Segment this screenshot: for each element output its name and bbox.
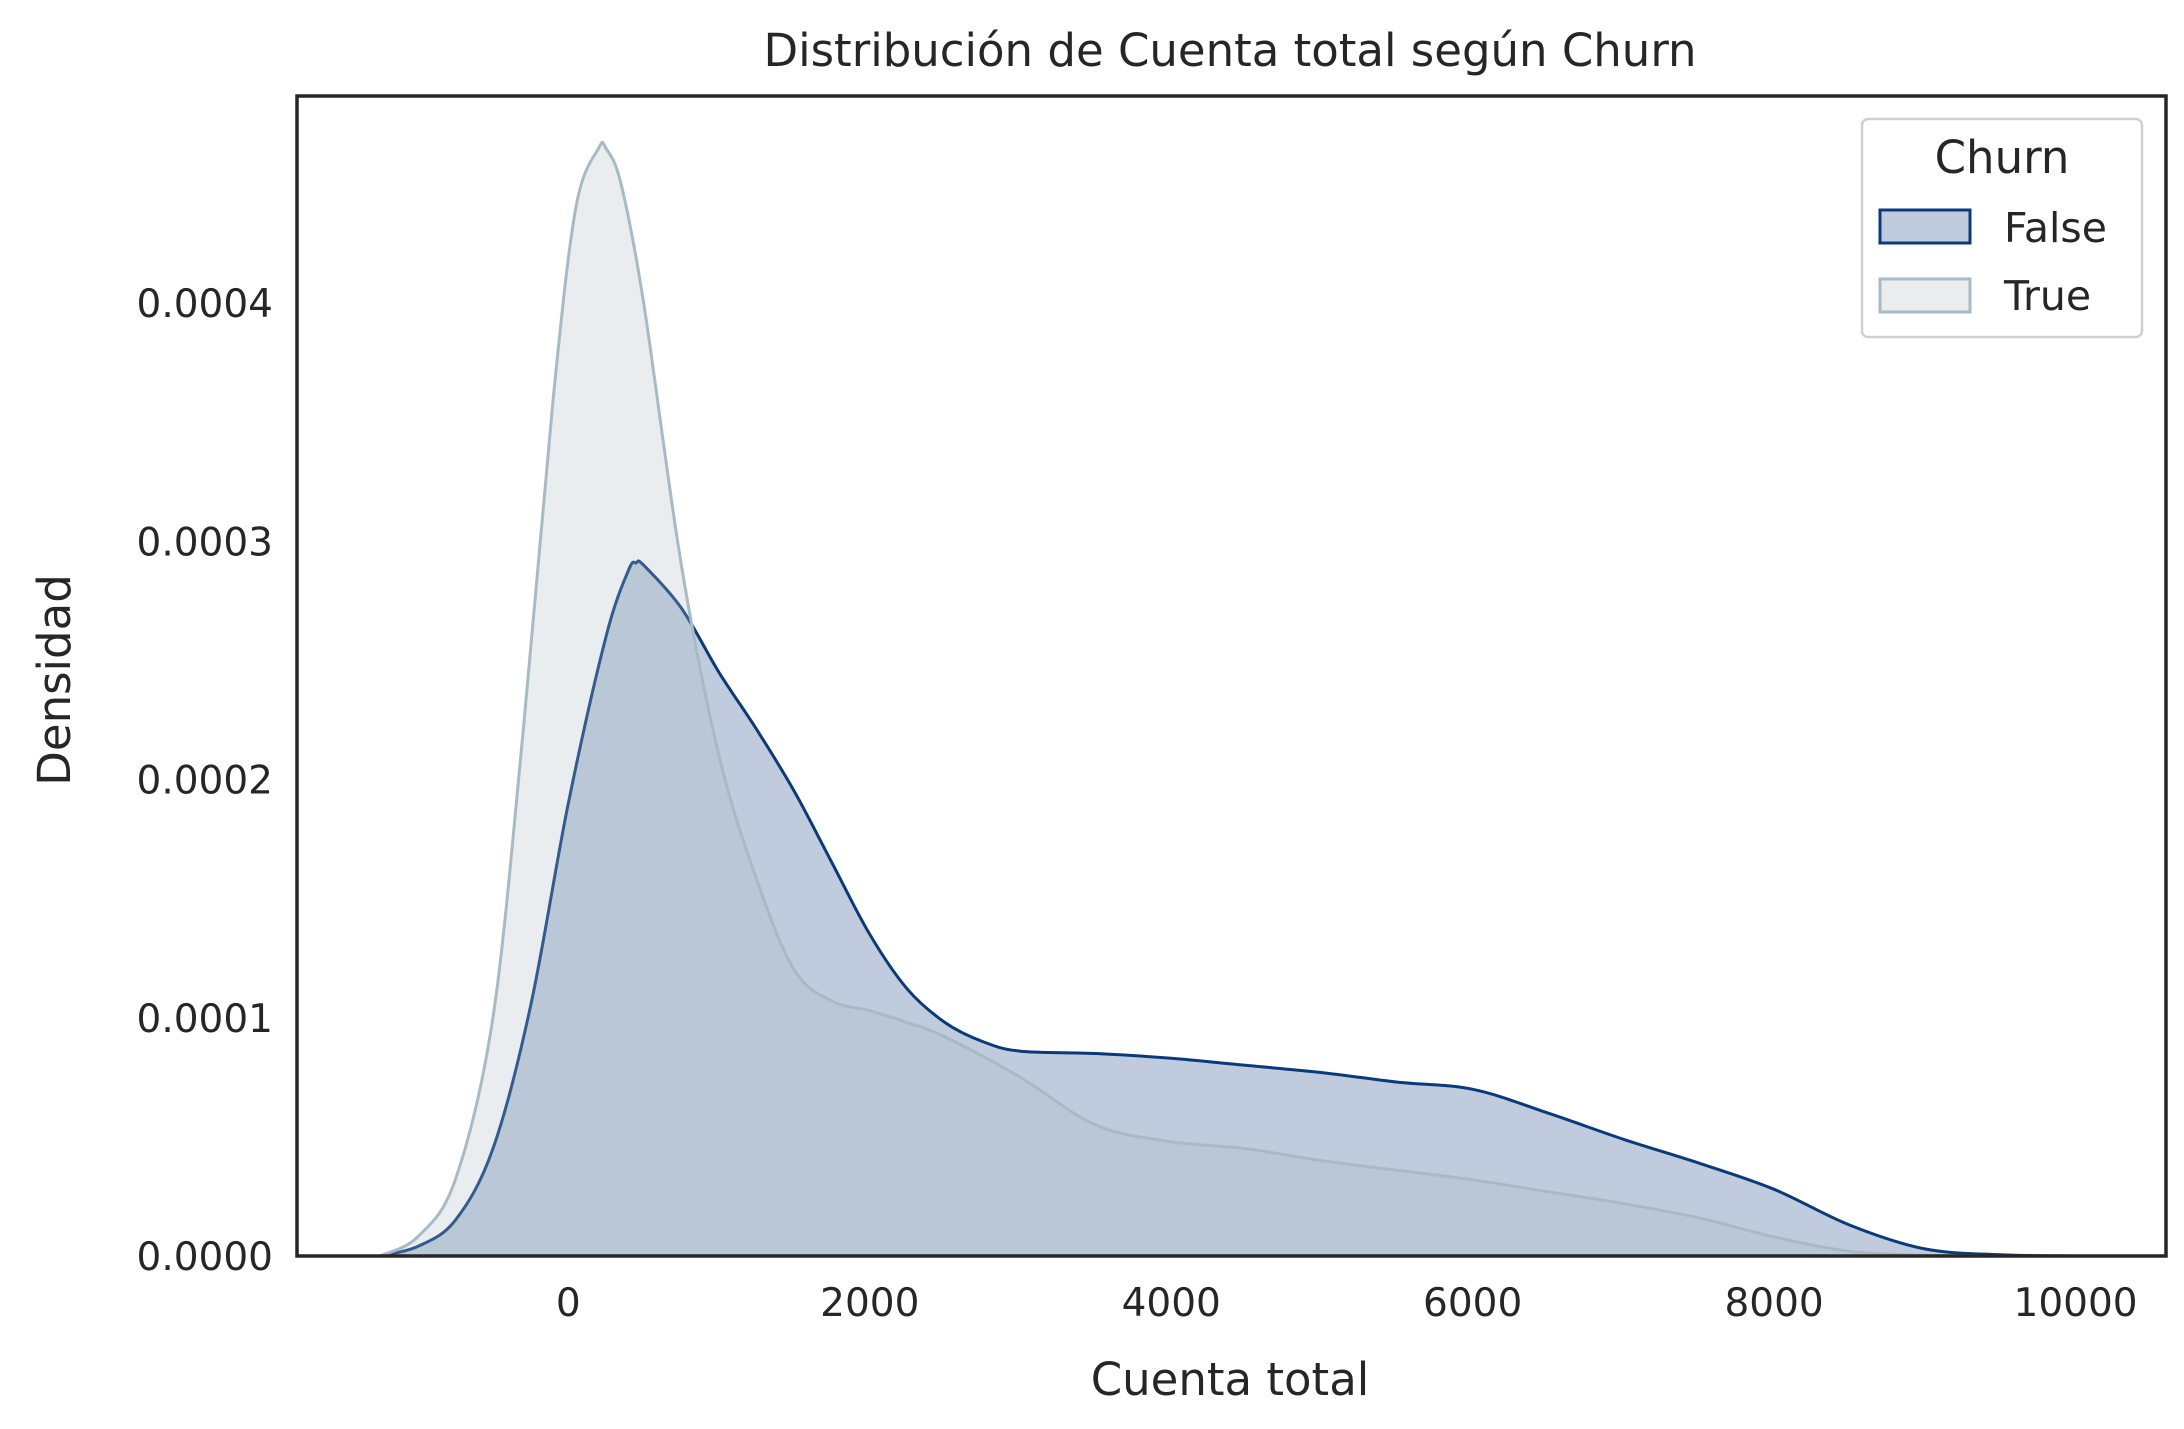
y-tick-label: 0.0003 — [137, 520, 273, 565]
y-tick-label: 0.0004 — [137, 282, 273, 327]
x-tick-label: 4000 — [1122, 1281, 1221, 1326]
plot-frame — [295, 94, 2168, 1258]
y-axis-label: Densidad — [28, 574, 81, 786]
x-axis-label: Cuenta total — [1091, 1353, 1370, 1406]
density-area-false — [379, 560, 2076, 1256]
legend-swatch-false — [1878, 208, 1972, 245]
legend-swatch-true — [1878, 277, 1972, 314]
density-line-false — [379, 559, 2076, 1258]
legend: Churn False True — [1860, 117, 2144, 339]
x-tick-label: 2000 — [820, 1281, 919, 1326]
x-tick-label: 10000 — [2014, 1281, 2138, 1326]
density-line-true — [379, 140, 2001, 1258]
density-area-true — [379, 142, 2001, 1256]
axis-ticks: 0 2000 4000 6000 8000 10000 0.0000 0.0001 0.0002… — [137, 282, 2138, 1326]
legend-title: Churn — [1935, 131, 2070, 184]
legend-box — [1860, 117, 2144, 339]
y-tick-label: 0.0002 — [137, 759, 273, 804]
x-tick-label: 0 — [556, 1281, 581, 1326]
plot-area — [379, 140, 2076, 1258]
y-tick-label: 0.0000 — [137, 1235, 273, 1280]
x-tick-label: 6000 — [1423, 1281, 1522, 1326]
legend-label-true: True — [2003, 272, 2091, 320]
x-tick-label: 8000 — [1724, 1281, 1823, 1326]
legend-label-false: False — [2004, 204, 2107, 252]
y-tick-label: 0.0001 — [137, 997, 273, 1042]
chart-title: Distribución de Cuenta total según Churn — [763, 24, 1696, 77]
